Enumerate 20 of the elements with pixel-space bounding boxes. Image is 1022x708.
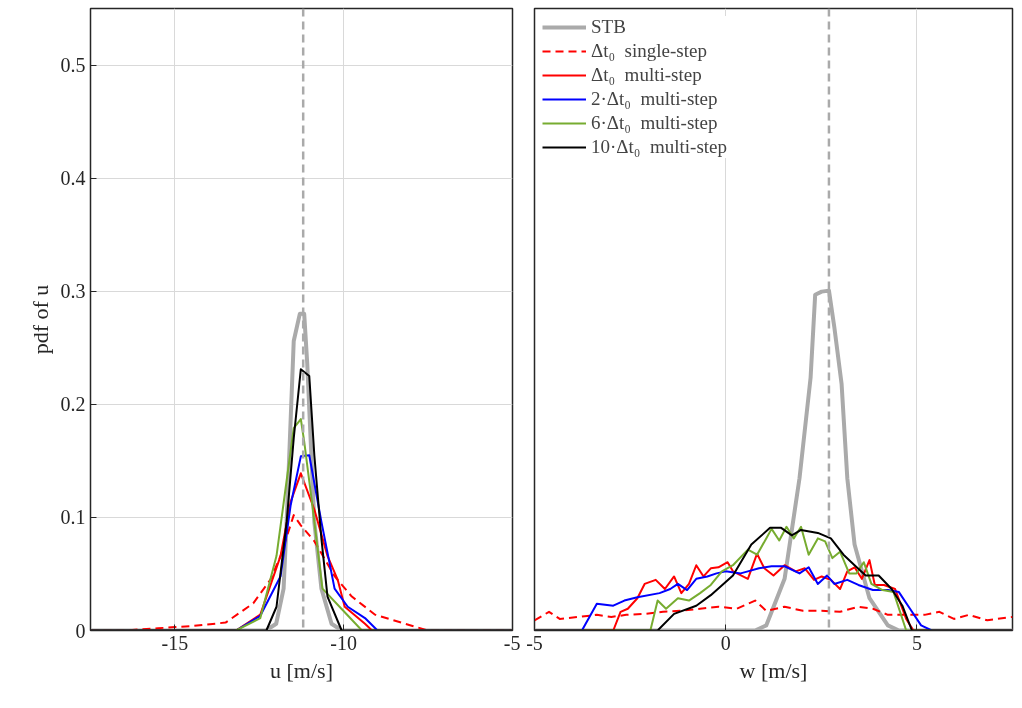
y-tick-label: 0.1 — [60, 506, 86, 529]
legend-label: STB — [591, 16, 626, 38]
legend-label: Δt₀ single-step — [591, 40, 707, 62]
x-tick-label: -5 — [526, 631, 543, 654]
y-axis-title: pdf of u — [27, 284, 53, 355]
y-tick-label: 0.5 — [60, 54, 86, 77]
x-tick-label: -5 — [503, 631, 521, 654]
x-axis-title: w [m/s] — [739, 657, 808, 683]
x-tick-label: 5 — [911, 631, 922, 654]
x-tick-label: -10 — [330, 631, 358, 654]
x-tick-label: -15 — [161, 631, 189, 654]
legend-label: 2·Δt₀ multi-step — [591, 88, 718, 110]
y-tick-label: 0.3 — [60, 280, 86, 303]
x-axis-title: u [m/s] — [270, 657, 333, 683]
legend-label: Δt₀ multi-step — [591, 64, 702, 86]
y-tick-label: 0.4 — [60, 167, 86, 190]
legend-label: 10·Δt₀ multi-step — [591, 136, 727, 158]
x-tick-label: 0 — [720, 631, 731, 654]
y-tick-label: 0.2 — [60, 393, 86, 416]
legend-label: 6·Δt₀ multi-step — [591, 112, 718, 134]
